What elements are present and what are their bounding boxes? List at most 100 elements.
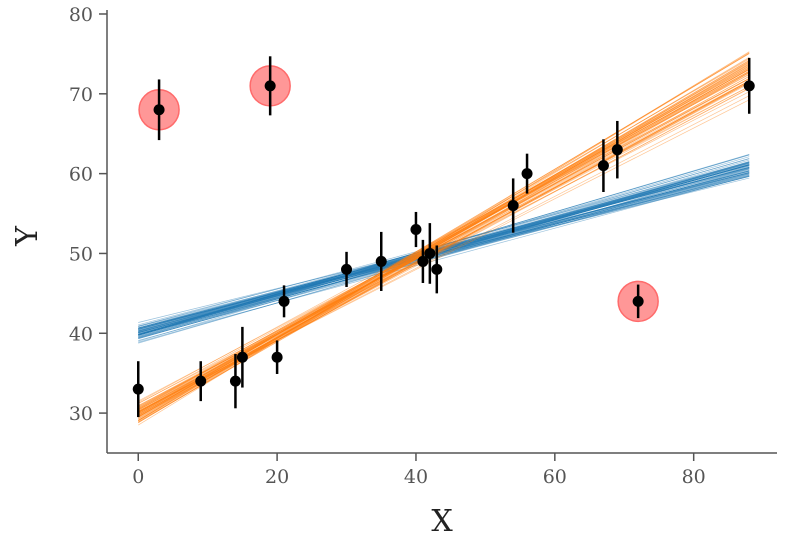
fit-line-series-2 [138, 68, 750, 423]
fit-line-series-2 [138, 51, 750, 426]
fit-line-series-2 [138, 88, 750, 412]
fit-line-series-2 [138, 66, 750, 418]
fit-line-series-1 [138, 172, 750, 323]
fit-line-series-1 [138, 175, 750, 341]
fit-line-series-2 [138, 72, 750, 416]
data-point [229, 375, 241, 387]
fit-line-series-1 [138, 165, 750, 344]
data-point [431, 263, 443, 275]
x-tick-label: 80 [682, 466, 706, 488]
fit-line-series-1 [138, 168, 750, 335]
fit-line-series-1 [138, 154, 750, 335]
data-point [236, 351, 248, 363]
fit-line-series-2 [138, 86, 750, 404]
data-point [597, 160, 609, 172]
fit-line-series-1 [138, 162, 750, 334]
x-tick-label: 60 [543, 466, 567, 488]
fit-line-series-1 [138, 164, 750, 335]
x-tick-label: 40 [404, 466, 428, 488]
fit-line-series-1 [138, 168, 750, 343]
fit-line-series-2 [138, 70, 750, 403]
fit-line-series-1 [138, 164, 750, 330]
fit-line-series-1 [138, 172, 750, 327]
fit-line-series-1 [138, 159, 750, 336]
fit-line-series-1 [138, 162, 750, 336]
x-tick-label: 0 [132, 466, 144, 488]
data-point [410, 224, 422, 236]
fit-line-series-1 [138, 164, 750, 339]
fit-line-series-2 [138, 52, 750, 424]
fit-line-series-1 [138, 161, 750, 327]
fit-line-series-2 [138, 80, 750, 418]
fit-line-series-1 [138, 161, 750, 336]
fit-line-series-1 [138, 164, 750, 334]
fit-line-series-1 [138, 164, 750, 336]
fit-line-series-2 [138, 67, 750, 408]
fit-line-series-1 [138, 171, 750, 333]
fit-line-series-2 [138, 83, 750, 413]
fit-line-series-1 [138, 154, 750, 335]
fit-line-series-2 [138, 95, 750, 413]
fit-line-series-1 [138, 173, 750, 333]
fit-line-series-1 [138, 169, 750, 338]
data-point [264, 80, 276, 92]
fit-line-series-1 [138, 166, 750, 329]
fit-line-series-1 [138, 167, 750, 338]
fit-line-series-1 [138, 167, 750, 330]
y-tick-label: 50 [69, 243, 93, 265]
fit-line-series-2 [138, 66, 750, 410]
fit-line-series-1 [138, 173, 750, 339]
y-tick-label: 40 [69, 323, 93, 345]
data-point [375, 255, 387, 267]
data-points-layer [132, 80, 755, 395]
fit-line-series-1 [138, 167, 750, 326]
y-tick-label: 60 [69, 164, 93, 186]
data-point [743, 80, 755, 92]
fit-line-series-2 [138, 60, 750, 421]
fit-line-series-1 [138, 176, 750, 334]
y-tick-label: 30 [69, 403, 93, 425]
fit-line-series-1 [138, 171, 750, 333]
fit-line-series-1 [138, 158, 750, 336]
y-axis-label: Y [10, 225, 45, 247]
fit-line-series-1 [138, 166, 750, 333]
fit-line-series-2 [138, 78, 750, 402]
axes: 0 20 40 60 80 30 40 50 60 70 80 [69, 4, 777, 488]
fit-line-series-1 [138, 170, 750, 339]
fit-line-series-1 [138, 156, 750, 335]
data-point [278, 295, 290, 307]
fit-line-series-2 [138, 65, 750, 409]
data-point [521, 168, 533, 180]
fit-line-series-1 [138, 164, 750, 340]
fit-line-series-1 [138, 165, 750, 337]
data-point [417, 255, 429, 267]
outlier-markers-layer [138, 65, 659, 323]
x-tick-label: 20 [265, 466, 289, 488]
fit-lines-layer [138, 51, 750, 426]
fit-line-series-1 [138, 163, 750, 331]
data-point [424, 247, 436, 259]
fit-line-series-2 [138, 61, 750, 423]
fit-line-series-1 [138, 164, 750, 331]
fit-line-series-2 [138, 63, 750, 423]
fit-line-series-1 [138, 162, 750, 338]
fit-line-series-1 [138, 163, 750, 335]
fit-line-series-1 [138, 161, 750, 335]
fit-line-series-1 [138, 158, 750, 332]
fit-line-series-1 [138, 176, 750, 331]
fit-line-series-1 [138, 163, 750, 329]
fit-line-series-1 [138, 174, 750, 329]
fit-line-series-1 [138, 166, 750, 333]
data-point [632, 295, 644, 307]
data-point [132, 383, 144, 395]
fit-line-series-1 [138, 170, 750, 332]
data-point [341, 263, 353, 275]
fit-line-series-2 [138, 73, 750, 407]
data-point [507, 200, 519, 212]
fit-line-series-1 [138, 165, 750, 332]
fit-line-series-2 [138, 74, 750, 405]
fit-line-series-1 [138, 168, 750, 329]
fit-line-series-1 [138, 172, 750, 336]
y-tick-label: 70 [69, 84, 93, 106]
fit-line-series-1 [138, 164, 750, 337]
